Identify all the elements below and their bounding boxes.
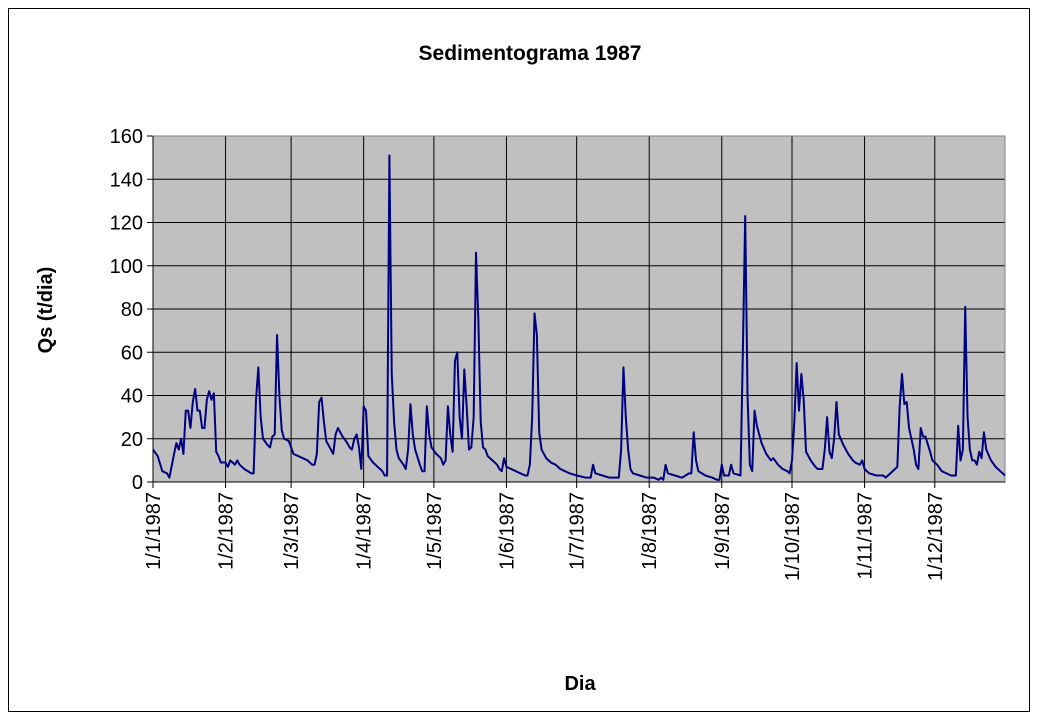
x-tick-label: 1/5/1987 — [424, 492, 446, 570]
y-tick-label: 100 — [110, 256, 143, 278]
x-axis-label: Dia — [564, 673, 596, 695]
x-tick-label: 1/12/1987 — [925, 492, 947, 581]
x-tick-label: 1/3/1987 — [281, 492, 303, 570]
y-tick-label: 40 — [121, 386, 143, 408]
y-tick-label: 140 — [110, 169, 143, 191]
y-tick-label: 0 — [132, 472, 143, 494]
y-tick-label: 20 — [121, 429, 143, 451]
x-tick-label: 1/2/1987 — [216, 492, 238, 570]
x-tick-label: 1/1/1987 — [143, 492, 165, 570]
x-tick-label: 1/10/1987 — [782, 492, 804, 581]
y-tick-label: 60 — [121, 342, 143, 364]
x-tick-label: 1/4/1987 — [354, 492, 376, 570]
y-tick-label: 120 — [110, 213, 143, 235]
y-axis-label: Qs (t/dia) — [35, 267, 57, 354]
x-tick-label: 1/7/1987 — [567, 492, 589, 570]
x-tick-label: 1/11/1987 — [855, 492, 877, 580]
data-line — [152, 154, 1006, 481]
x-tick-label: 1/6/1987 — [496, 492, 518, 570]
y-tick-label: 80 — [121, 299, 143, 321]
y-tick-label: 160 — [110, 126, 143, 148]
chart-title: Sedimentograma 1987 — [419, 42, 642, 65]
x-tick-label: 1/8/1987 — [639, 492, 661, 570]
x-tick-label: 1/9/1987 — [712, 492, 734, 570]
